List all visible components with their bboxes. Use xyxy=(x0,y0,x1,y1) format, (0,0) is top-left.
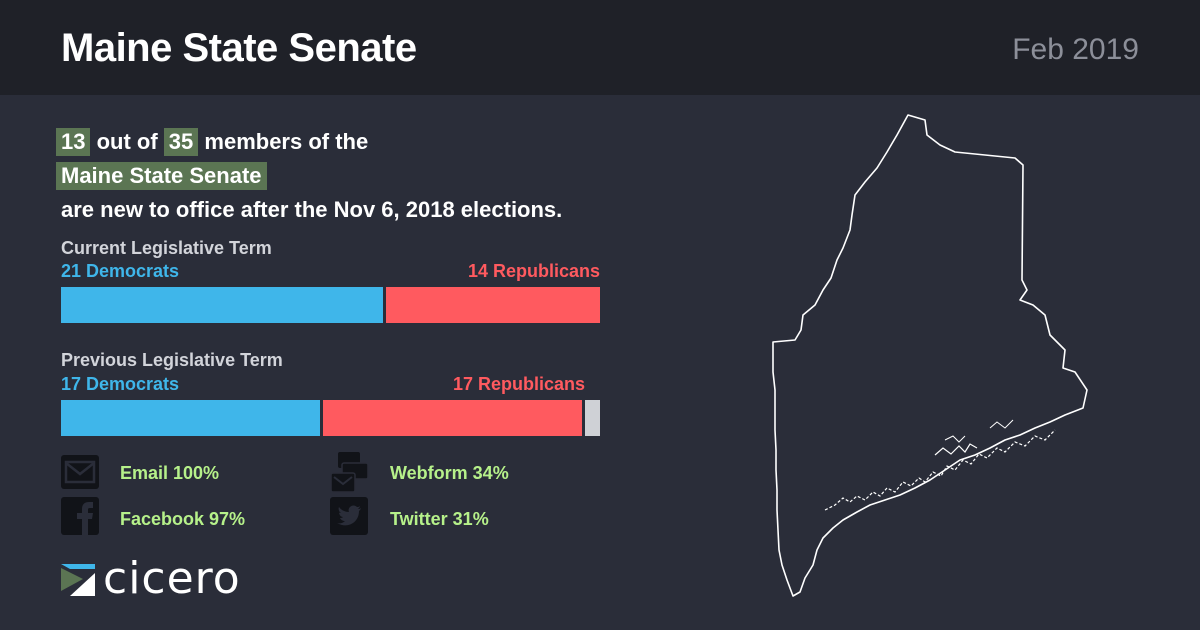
current-rep-segment xyxy=(385,287,600,323)
previous-term-bar xyxy=(61,400,600,436)
current-dem-segment xyxy=(61,287,383,323)
previous-rep-segment xyxy=(322,400,582,436)
current-term-bar xyxy=(61,287,600,323)
previous-dem-count: 17 Democrats xyxy=(61,374,180,394)
date-label: Feb 2019 xyxy=(1012,33,1139,66)
previous-term-label: Previous Legislative Term xyxy=(61,350,283,370)
maine-state-outline xyxy=(772,114,1088,597)
headline-text-2: members of the xyxy=(198,129,369,154)
chamber-name: Maine State Senate xyxy=(56,162,267,190)
current-term-label: Current Legislative Term xyxy=(61,238,272,258)
previous-other-segment xyxy=(584,400,600,436)
facebook-stat: Facebook 97% xyxy=(120,509,246,529)
headline: 13 out of 35 members of the Maine State … xyxy=(56,125,676,227)
previous-rep-count: 17 Republicans xyxy=(452,374,585,394)
email-stat: Email 100% xyxy=(120,463,220,483)
envelope-icon xyxy=(61,455,99,489)
cicero-logo: cicero xyxy=(61,553,271,604)
total-member-count: 35 xyxy=(163,128,199,156)
webform-stat: Webform 34% xyxy=(390,463,509,483)
header-bar: Maine State Senate Feb 2019 xyxy=(0,0,1200,95)
headline-text-1: out of xyxy=(90,129,164,154)
cicero-logo-text: cicero xyxy=(103,553,241,604)
current-rep-count: 14 Republicans xyxy=(467,261,600,281)
current-dem-count: 21 Democrats xyxy=(61,261,180,281)
page-title: Maine State Senate xyxy=(61,26,417,70)
facebook-icon xyxy=(61,497,99,535)
cicero-logo-mark xyxy=(61,564,95,596)
webform-icon xyxy=(330,452,369,493)
new-member-count: 13 xyxy=(56,128,91,156)
twitter-stat: Twitter 31% xyxy=(390,509,489,529)
previous-dem-segment xyxy=(61,400,320,436)
twitter-icon xyxy=(330,497,368,535)
headline-text-3: are new to office after the Nov 6, 2018 … xyxy=(61,197,563,222)
